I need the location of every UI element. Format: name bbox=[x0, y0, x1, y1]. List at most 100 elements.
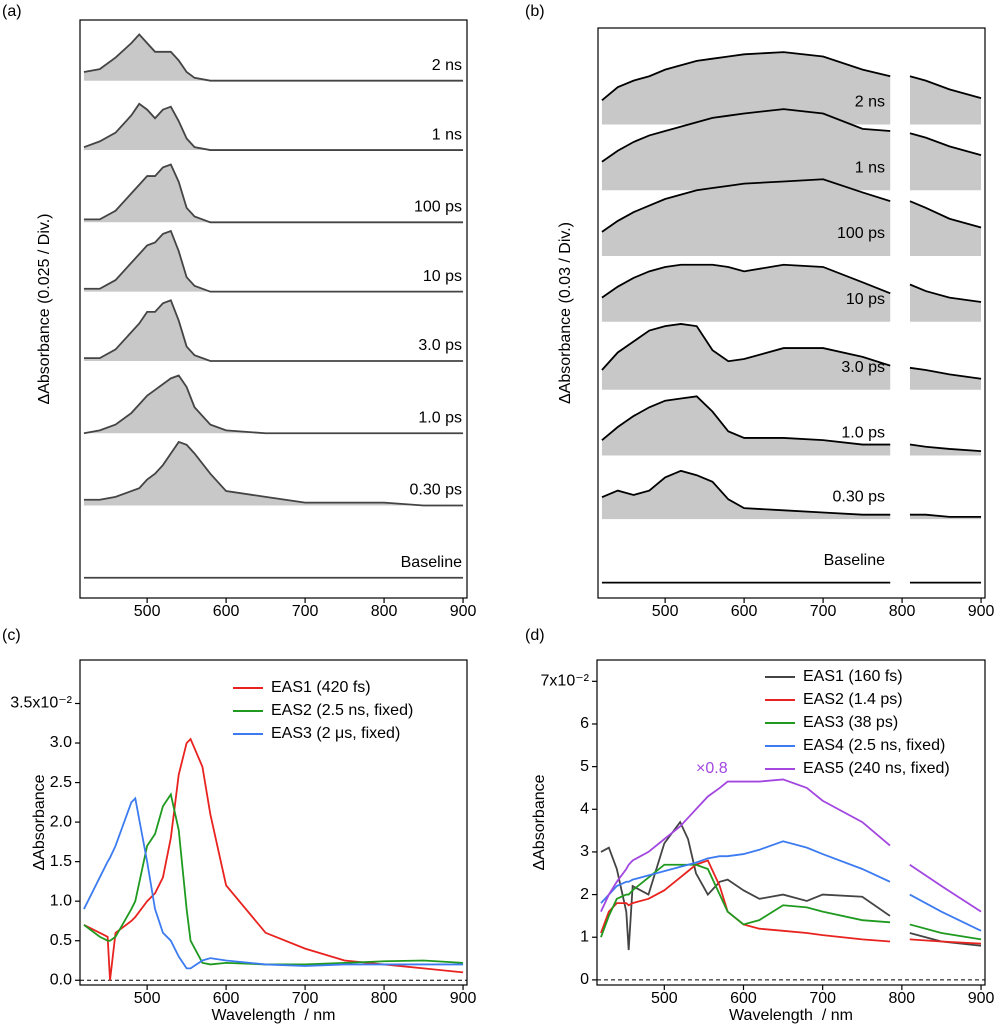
series-line bbox=[600, 778, 982, 913]
legend-label: EAS4 (2.5 ns, fixed) bbox=[803, 737, 945, 754]
trace-fill bbox=[601, 470, 982, 520]
y-tick-label: 2.0 bbox=[50, 813, 72, 830]
x-tick-label: 600 bbox=[213, 603, 240, 620]
trace bbox=[601, 395, 982, 453]
trace bbox=[83, 374, 464, 435]
trace-label: 100 ps bbox=[414, 199, 462, 216]
y-tick-label: 0 bbox=[580, 971, 589, 988]
plot-frame bbox=[597, 27, 986, 599]
x-tick-label: 600 bbox=[730, 990, 757, 1007]
panel-label: (c) bbox=[2, 627, 21, 644]
trace-fill bbox=[601, 323, 982, 390]
trace-fill bbox=[83, 375, 464, 434]
trace-label: 100 ps bbox=[837, 225, 885, 242]
trace-label: 10 ps bbox=[423, 268, 462, 285]
x-tick-label: 700 bbox=[292, 990, 319, 1007]
trace-label: 2 ns bbox=[855, 94, 885, 111]
series-line bbox=[83, 796, 464, 970]
series-line bbox=[600, 863, 982, 941]
x-tick-label: 600 bbox=[731, 603, 758, 620]
x-axis-label: Wavelength / nm bbox=[729, 1007, 853, 1024]
trace-label: 2 ns bbox=[432, 57, 462, 74]
x-tick-label: 700 bbox=[810, 603, 837, 620]
y-axis-label: ΔAbsorbance (0.025 / Div.) bbox=[36, 214, 53, 405]
y-tick-label: 3.0 bbox=[50, 734, 72, 751]
plot-frame bbox=[79, 659, 468, 986]
x-tick-label: 900 bbox=[968, 990, 995, 1007]
x-axis-label: Wavelength / nm bbox=[212, 1007, 336, 1024]
y-tick-label: 0.5 bbox=[50, 932, 72, 949]
series-line bbox=[83, 792, 464, 966]
y-tick-label: 1.0 bbox=[50, 892, 72, 909]
annotation: ×0.8 bbox=[696, 760, 728, 777]
x-tick-label: 900 bbox=[450, 990, 477, 1007]
trace-label: Baseline bbox=[824, 552, 885, 569]
trace-label: 1.0 ps bbox=[841, 425, 885, 442]
trace bbox=[601, 178, 982, 233]
trace bbox=[601, 51, 982, 102]
x-tick-label: 800 bbox=[371, 603, 398, 620]
panel-label: (b) bbox=[525, 3, 545, 20]
trace-label: 1 ns bbox=[432, 126, 462, 143]
trace-fill bbox=[83, 230, 464, 292]
x-tick-label: 500 bbox=[134, 990, 161, 1007]
x-tick-label: 500 bbox=[651, 990, 678, 1007]
trace-fill bbox=[83, 164, 464, 223]
trace-fill bbox=[601, 179, 982, 256]
y-tick-label: 2 bbox=[580, 886, 589, 903]
trace bbox=[83, 102, 464, 151]
x-tick-label: 600 bbox=[213, 990, 240, 1007]
legend-label: EAS3 (2 μs, fixed) bbox=[271, 725, 400, 742]
legend-label: EAS2 (1.4 ps) bbox=[803, 691, 903, 708]
trace bbox=[601, 323, 982, 380]
y-tick-label: 6 bbox=[580, 715, 589, 732]
plot-frame bbox=[79, 19, 468, 599]
x-tick-label: 700 bbox=[292, 603, 319, 620]
trace-fill bbox=[601, 264, 982, 322]
trace-label: Baseline bbox=[401, 554, 462, 571]
legend-label: EAS2 (2.5 ns, fixed) bbox=[271, 702, 413, 719]
trace-label: 1 ns bbox=[855, 159, 885, 176]
y-tick-label: 1.5 bbox=[50, 853, 72, 870]
trace bbox=[83, 440, 464, 507]
y-tick-label: 4 bbox=[580, 800, 589, 817]
trace-fill bbox=[83, 300, 464, 362]
trace-label: 3.0 ps bbox=[841, 359, 885, 376]
x-tick-label: 800 bbox=[889, 603, 916, 620]
y-tick-label: 0.0 bbox=[50, 971, 72, 988]
y-tick-label: 3.5x10⁻² bbox=[10, 695, 72, 712]
y-axis-label: ΔAbsorbance bbox=[31, 774, 48, 870]
legend-label: EAS1 (160 fs) bbox=[803, 668, 903, 685]
x-tick-label: 700 bbox=[809, 990, 836, 1007]
trace bbox=[601, 263, 982, 303]
y-tick-label: 2.5 bbox=[50, 774, 72, 791]
trace-label: 10 ps bbox=[846, 291, 885, 308]
trace-fill bbox=[83, 441, 464, 506]
trace-fill bbox=[83, 103, 464, 151]
x-tick-label: 900 bbox=[968, 603, 995, 620]
trace bbox=[83, 163, 464, 224]
panel-label: (a) bbox=[2, 3, 22, 20]
y-axis-label: ΔAbsorbance (0.03 / Div.) bbox=[557, 222, 574, 404]
y-tick-label: 3 bbox=[580, 843, 589, 860]
trace-fill bbox=[601, 109, 982, 191]
trace-label: 3.0 ps bbox=[418, 337, 462, 354]
trace bbox=[601, 469, 982, 518]
trace bbox=[83, 229, 464, 293]
legend-label: EAS5 (240 ns, fixed) bbox=[803, 760, 950, 777]
trace bbox=[83, 33, 464, 82]
x-tick-label: 500 bbox=[134, 603, 161, 620]
panel-label: (d) bbox=[525, 627, 545, 644]
legend-label: EAS1 (420 fs) bbox=[271, 679, 371, 696]
trace-fill bbox=[83, 34, 464, 81]
trace-label: 0.30 ps bbox=[410, 482, 462, 499]
y-tick-label: 5 bbox=[580, 758, 589, 775]
legend-label: EAS3 (38 ps) bbox=[803, 714, 898, 731]
x-tick-label: 900 bbox=[450, 603, 477, 620]
trace bbox=[83, 299, 464, 362]
series-line bbox=[83, 737, 464, 981]
x-tick-label: 500 bbox=[652, 603, 679, 620]
series-line bbox=[600, 840, 982, 932]
y-tick-label: 7x10⁻² bbox=[541, 673, 590, 690]
